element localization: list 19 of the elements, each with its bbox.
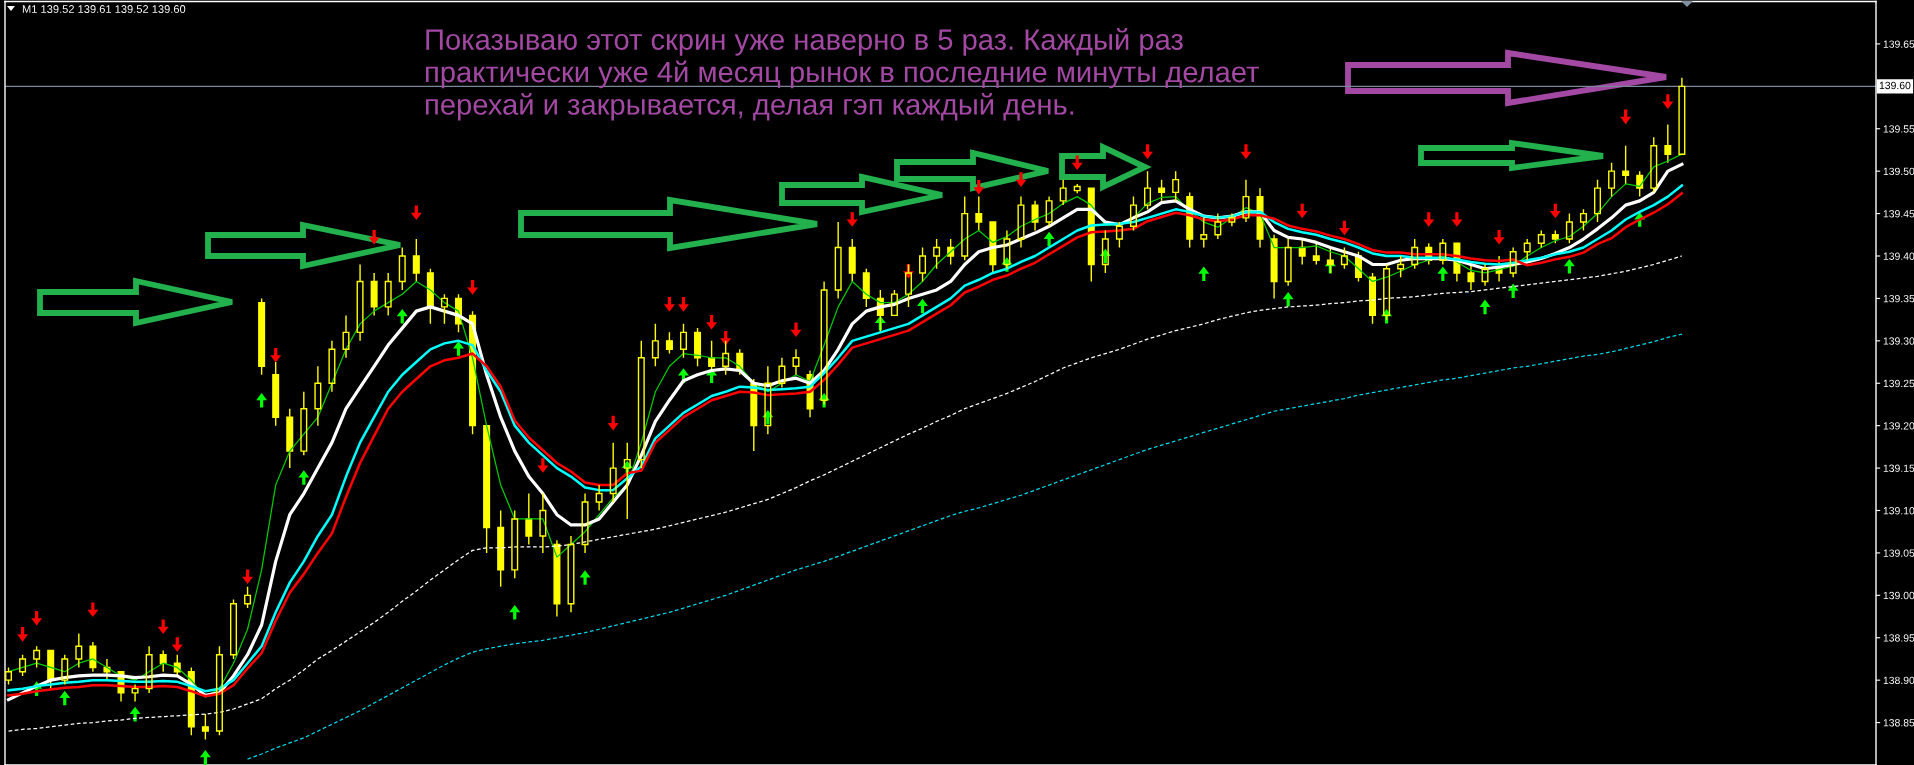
y-tick-label: 139.25 <box>1883 379 1914 388</box>
y-tick-label: 139.30 <box>1883 337 1914 345</box>
y-tick-label: 138.95 <box>1883 634 1914 642</box>
y-tick-label: 139.35 <box>1883 294 1914 303</box>
y-tick-label: 139.00 <box>1883 591 1914 600</box>
y-tick-label: 139.50 <box>1883 167 1914 176</box>
y-tick-label: 139.20 <box>1883 422 1914 430</box>
annotation: Показываю этот скрин уже наверно в 5 раз. Каждый раз практически уже 4й месяц рынок в последние минуты делает перехай и закрывается, делая гэп каждый день. <box>426 28 1259 121</box>
y-tick-label: 138.90 <box>1883 676 1914 685</box>
y-tick-label: 139.55 <box>1883 125 1914 133</box>
y-tick-label: 138.85 <box>1883 719 1914 727</box>
y-tick-label: 139.40 <box>1883 252 1914 260</box>
ref-line-label: 139.60 <box>1879 81 1911 90</box>
y-tick-label: 139.05 <box>1883 549 1914 557</box>
y-tick-label: 139.15 <box>1883 464 1914 472</box>
chart-title: M1 139.52 139.61 139.52 139.60 <box>22 5 186 13</box>
y-tick-label: 139.10 <box>1883 507 1914 515</box>
y-tick-label: 139.65 <box>1883 40 1914 48</box>
y-tick-label: 139.45 <box>1883 210 1914 218</box>
